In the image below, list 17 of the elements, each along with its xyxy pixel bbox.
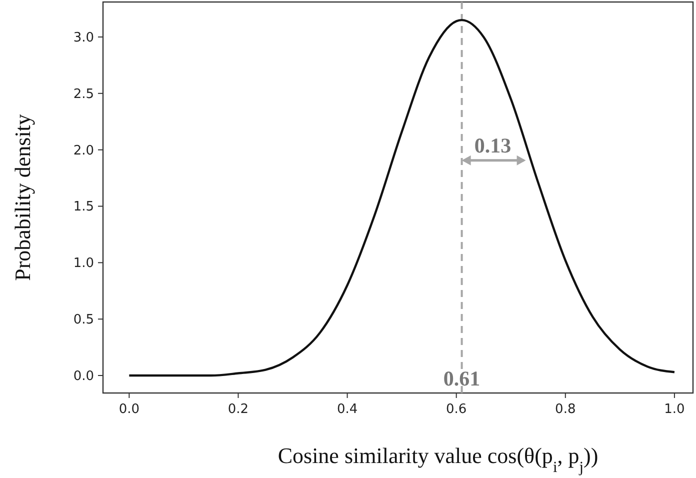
y-tick-label: 0.0 [73,369,94,384]
x-tick-label: 0.2 [228,402,249,417]
x-tick-label: 0.6 [446,402,467,417]
x-tick-label: 0.8 [555,402,576,417]
x-tick-label: 0.4 [336,402,358,417]
x-tick-label: 1.0 [664,402,685,417]
y-tick-label: 0.5 [73,312,94,328]
x-tick-label: 0.0 [118,402,140,417]
y-tick-label: 2.0 [73,143,94,158]
y-tick-label: 2.5 [73,86,94,102]
y-tick-label: 1.0 [73,256,94,272]
annotation: 0.61 [443,366,480,391]
y-axis-title: Probability density [10,114,35,281]
x-axis-title: Cosine similarity value cos(θ(p$_{i}$, p$_{j}$)) [278,443,598,476]
y-tick-label: 1.5 [73,200,94,215]
y-tick-label: 3.0 [73,30,94,46]
annotation: 0.13 [474,133,512,158]
